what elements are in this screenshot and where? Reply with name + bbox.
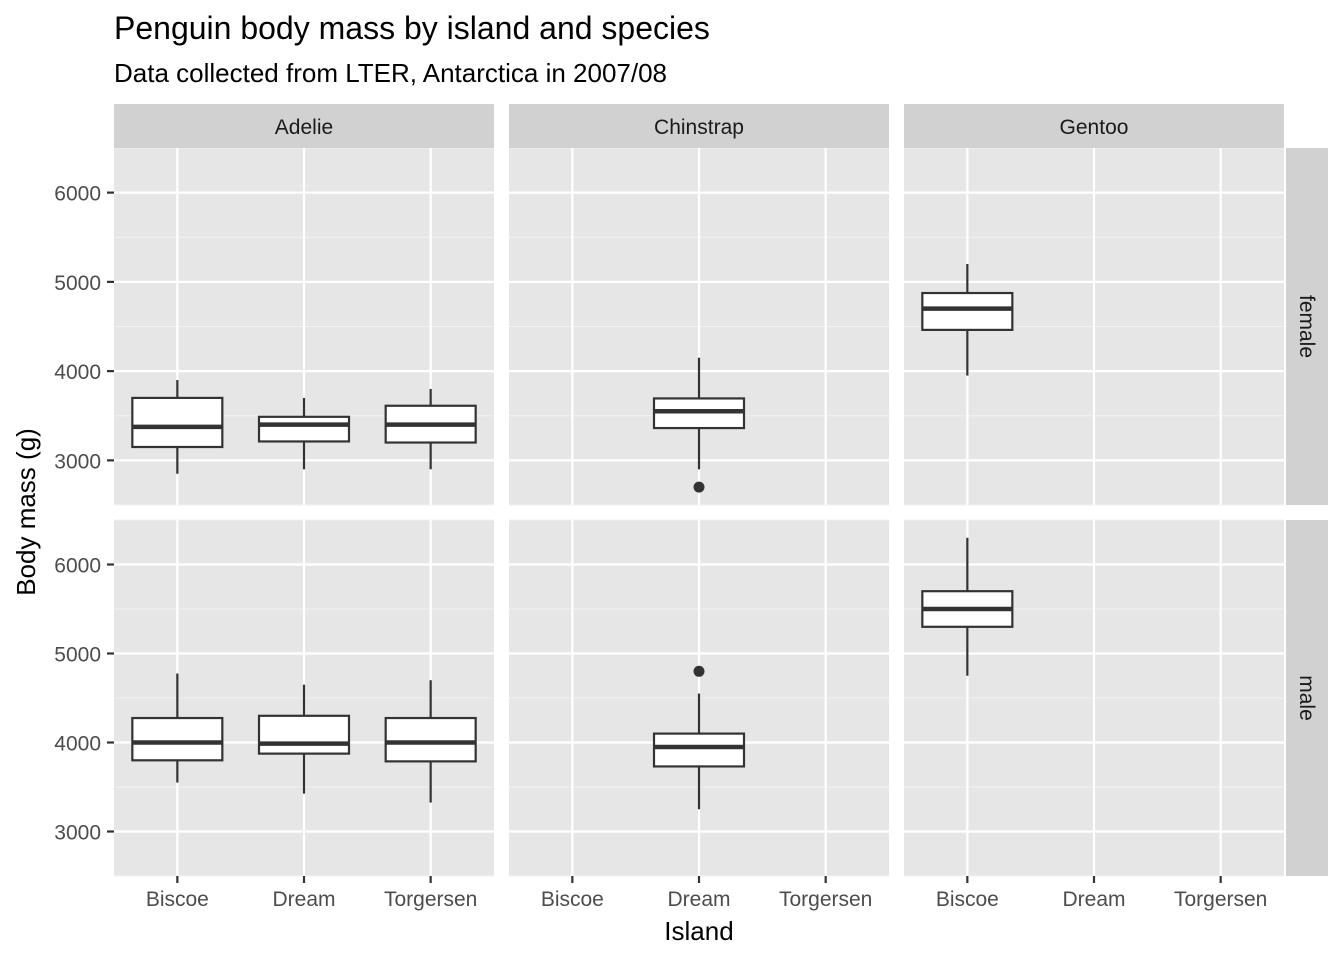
- boxplot-group-adelie-male: [131, 673, 477, 803]
- box-gentoo-female-biscoe: [921, 264, 1014, 376]
- boxplot-group-chinstrap-female: [652, 357, 746, 493]
- x-tick-label: Biscoe: [146, 888, 209, 911]
- strip-background: [904, 104, 1284, 148]
- y-tick-label: 4000: [54, 361, 101, 384]
- box-iqr: [257, 415, 351, 443]
- chart-title: Penguin body mass by island and species: [114, 10, 710, 46]
- strip-gentoo: Gentoo: [904, 104, 1284, 148]
- panel-chinstrap-male: [509, 519, 889, 877]
- x-axis-title: Island: [664, 916, 733, 946]
- strip-layer: Adelie Chinstrap Gentoo female male: [114, 104, 1328, 876]
- y-tick-label: 6000: [54, 183, 101, 206]
- strip-adelie: Adelie: [114, 104, 494, 148]
- x-tick-label: Biscoe: [936, 888, 999, 911]
- panel-gentoo-male: [904, 519, 1284, 877]
- strip-male: male: [1286, 520, 1328, 876]
- box-iqr: [384, 716, 477, 763]
- box-adelie-female-dream: [257, 397, 351, 470]
- x-tick-label: Torgersen: [779, 888, 872, 911]
- x-tick-label: Torgersen: [1174, 888, 1267, 911]
- box-iqr: [131, 716, 224, 762]
- y-tick-label: 3000: [54, 450, 101, 473]
- axis-layer: Island Body mass (g) 3000 4000 5000 6000 300…: [11, 183, 1267, 946]
- x-tick-label: Dream: [1062, 888, 1125, 911]
- y-tick-label: 4000: [54, 733, 101, 756]
- panel-layer: [114, 147, 1284, 877]
- box-chinstrap-female-dream: [652, 357, 746, 493]
- strip-label-gentoo: Gentoo: [1060, 116, 1129, 139]
- box-adelie-male-torgersen: [384, 680, 477, 803]
- x-tick-label: Biscoe: [541, 888, 604, 911]
- strip-label-chinstrap: Chinstrap: [654, 116, 744, 139]
- strip-background: [1286, 148, 1328, 505]
- y-tick-label: 5000: [54, 272, 101, 295]
- box-adelie-female-biscoe: [131, 380, 224, 474]
- outlier-point: [693, 481, 705, 493]
- box-gentoo-male-biscoe: [921, 537, 1014, 676]
- strip-background: [509, 104, 889, 148]
- outlier-point: [693, 665, 705, 677]
- boxplot-group-chinstrap-male: [652, 665, 746, 810]
- strip-female: female: [1286, 148, 1328, 505]
- strip-label-adelie: Adelie: [275, 116, 333, 139]
- boxplot-group-gentoo-female: [921, 264, 1014, 376]
- y-tick-label: 6000: [54, 555, 101, 578]
- strip-background: [114, 104, 494, 148]
- strip-label-male: male: [1295, 675, 1318, 721]
- box-iqr: [257, 714, 351, 755]
- y-axis-title: Body mass (g): [11, 428, 41, 596]
- x-tick-label: Dream: [272, 888, 335, 911]
- x-tick-label: Torgersen: [384, 888, 477, 911]
- box-adelie-male-biscoe: [131, 673, 224, 783]
- y-tick-label: 3000: [54, 822, 101, 845]
- box-iqr: [921, 291, 1014, 331]
- y-tick-label: 5000: [54, 644, 101, 667]
- box-adelie-male-dream: [257, 684, 351, 794]
- box-adelie-female-torgersen: [384, 388, 477, 470]
- box-iqr: [652, 732, 746, 768]
- strip-chinstrap: Chinstrap: [509, 104, 889, 148]
- box-iqr: [131, 396, 224, 449]
- box-chinstrap-male-dream: [652, 665, 746, 810]
- x-tick-label: Dream: [667, 888, 730, 911]
- boxplot-group-gentoo-male: [921, 537, 1014, 676]
- chart-subtitle: Data collected from LTER, Antarctica in …: [114, 58, 668, 88]
- boxplot-group-adelie-female: [131, 380, 477, 474]
- strip-background: [1286, 520, 1328, 876]
- strip-label-female: female: [1295, 295, 1318, 358]
